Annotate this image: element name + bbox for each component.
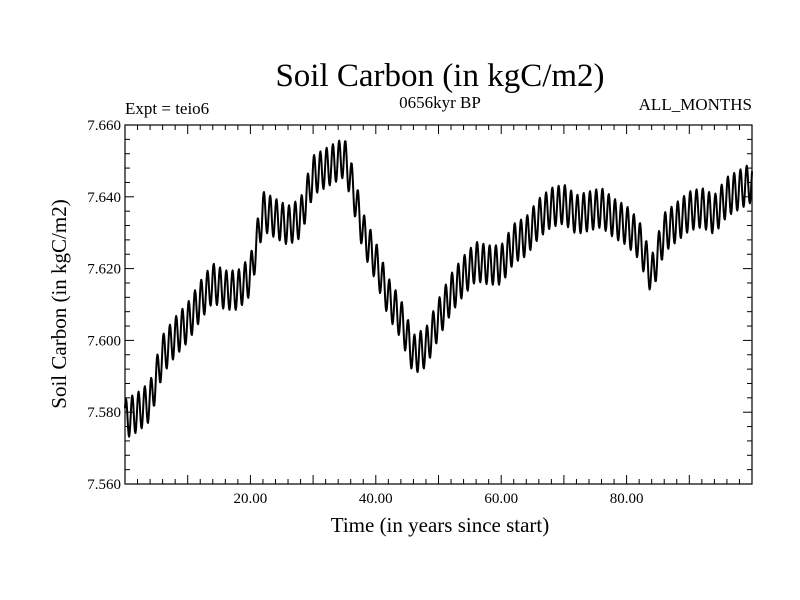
plot-frame [124,124,753,485]
x-axis-label: Time (in years since start) [331,513,550,537]
x-tick-label: 80.00 [610,491,644,507]
y-tick-label: 7.620 [87,262,121,278]
x-tick-label: 20.00 [234,491,268,507]
chart-title: Soil Carbon (in kgC/m2) [275,58,604,94]
chart-subtitle: 0656kyr BP [399,93,481,112]
y-tick-label: 7.580 [87,405,121,421]
y-axis-label: Soil Carbon (in kgC/m2) [47,199,71,408]
y-tick-label: 7.600 [87,333,121,349]
axis-tick-labels: 20.00 40.00 60.00 80.00 7.560 7.580 7.600 7.620… [87,118,643,507]
y-tick-label: 7.660 [87,118,121,134]
series-line-soil-carbon [124,139,753,438]
experiment-label: Expt = teio6 [125,99,209,118]
months-label: ALL_MONTHS [639,95,752,114]
x-tick-label: 40.00 [359,491,393,507]
y-tick-label: 7.640 [87,190,121,206]
x-tick-label: 60.00 [484,491,518,507]
y-tick-label: 7.560 [87,477,121,493]
